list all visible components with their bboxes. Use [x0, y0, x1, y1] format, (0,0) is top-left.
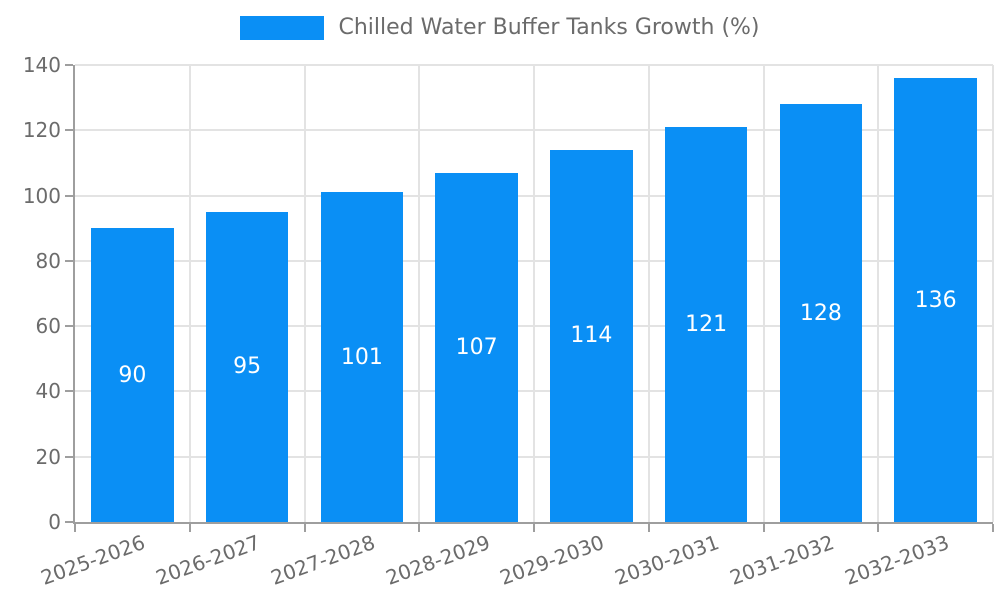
y-axis-tick-label: 60	[35, 314, 61, 339]
x-axis-tick	[303, 524, 306, 532]
x-gridline	[533, 65, 535, 522]
bar-value-label: 101	[340, 344, 383, 370]
x-axis-tick	[74, 524, 76, 532]
x-axis-tick-label: 2030-2031	[611, 530, 723, 590]
bar-value-label: 90	[118, 362, 147, 388]
y-axis-tick-label: 0	[48, 510, 61, 534]
bar: 128	[779, 104, 863, 522]
x-axis-tick	[877, 524, 880, 532]
x-gridline	[877, 65, 880, 522]
y-axis-tick-label: 20	[35, 444, 61, 469]
x-gridline	[647, 65, 650, 522]
legend[interactable]: Chilled Water Buffer Tanks Growth (%)	[0, 15, 1000, 40]
bar: 95	[205, 211, 289, 522]
bar: 114	[550, 149, 633, 522]
x-gridline	[762, 65, 765, 522]
legend-label: Chilled Water Buffer Tanks Growth (%)	[338, 15, 760, 40]
x-axis-tick	[992, 524, 994, 532]
x-axis-tick	[762, 524, 765, 532]
x-axis-tick-label: 2031-2032	[726, 530, 838, 590]
bar-value-label: 114	[570, 323, 613, 349]
bar-value-label: 107	[455, 334, 498, 360]
bar: 101	[320, 192, 404, 522]
y-axis-tick-label: 40	[35, 379, 61, 404]
bar: 90	[91, 228, 174, 522]
y-axis-tick	[65, 325, 73, 328]
x-axis-tick-label: 2029-2030	[496, 530, 608, 590]
x-axis-tick-label: 2025-2026	[37, 530, 149, 590]
y-axis-tick	[65, 390, 73, 393]
x-axis-line	[73, 522, 993, 524]
x-axis-tick	[647, 524, 650, 532]
x-axis-tick-label: 2026-2027	[152, 530, 264, 590]
plot-area: 0 20 40 60 80 100 120 140 90 2025-2026 95 2026-2027…	[23, 53, 994, 590]
bar-value-label: 121	[685, 312, 728, 338]
bar-value-label: 136	[914, 287, 957, 313]
y-axis-tick	[65, 194, 73, 197]
bar-value-label: 128	[799, 300, 842, 326]
bar: 107	[435, 172, 518, 522]
y-axis-line	[73, 65, 75, 522]
x-axis-tick-label: 2032-2033	[841, 530, 952, 590]
y-axis-tick	[65, 455, 73, 458]
y-axis-tick-label: 100	[22, 183, 61, 208]
x-gridline	[992, 65, 994, 522]
bar-value-label: 95	[233, 354, 262, 380]
x-axis-tick	[418, 524, 421, 532]
x-gridline	[188, 65, 191, 522]
x-axis-tick-label: 2028-2029	[382, 530, 493, 590]
x-axis-tick-label: 2027-2028	[267, 530, 379, 590]
x-gridline	[303, 65, 306, 522]
y-axis-tick	[65, 129, 73, 132]
y-axis-tick-label: 140	[22, 53, 61, 77]
y-axis-tick	[65, 64, 73, 66]
bar: 121	[664, 127, 748, 522]
x-axis-tick	[533, 524, 535, 532]
x-gridline	[418, 65, 421, 522]
bar: 136	[894, 78, 977, 522]
y-axis-tick	[65, 521, 73, 523]
y-axis-tick	[65, 259, 73, 262]
x-axis-tick	[188, 524, 191, 532]
y-axis-tick-label: 120	[22, 118, 61, 143]
y-axis-tick-label: 80	[35, 248, 61, 273]
legend-swatch-icon	[240, 15, 325, 40]
